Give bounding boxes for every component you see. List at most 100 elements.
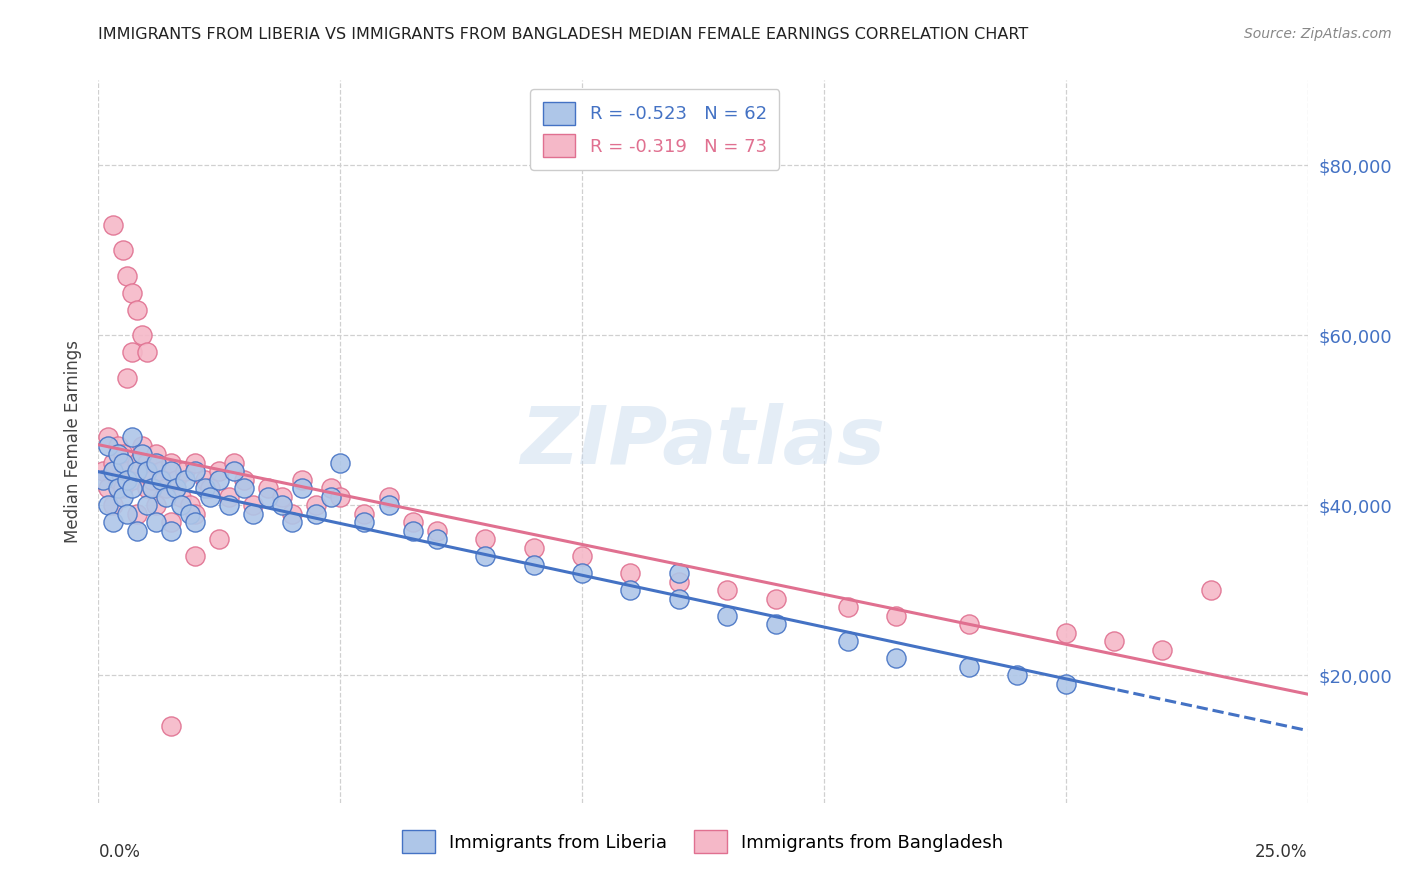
Point [111, 456, 134, 470]
Point [222, 456, 245, 470]
Point [97, 430, 120, 444]
Point [668, 566, 690, 581]
Point [886, 651, 908, 665]
Point [117, 473, 139, 487]
Point [127, 456, 149, 470]
Point [837, 634, 859, 648]
Point [169, 498, 191, 512]
Point [121, 473, 143, 487]
Point [150, 464, 173, 478]
Point [571, 549, 593, 564]
Point [155, 490, 177, 504]
Point [91, 473, 114, 487]
Point [135, 456, 157, 470]
Point [716, 608, 738, 623]
Point [97, 439, 120, 453]
Y-axis label: Median Female Earnings: Median Female Earnings [65, 340, 83, 543]
Point [121, 285, 143, 300]
Point [184, 456, 207, 470]
Point [353, 516, 375, 530]
Point [523, 558, 546, 572]
Point [1152, 642, 1174, 657]
Point [256, 490, 278, 504]
Point [198, 481, 221, 495]
Point [174, 464, 197, 478]
Point [107, 447, 129, 461]
Point [135, 498, 157, 512]
Point [174, 473, 197, 487]
Point [319, 490, 342, 504]
Point [111, 481, 134, 495]
Point [619, 583, 641, 598]
Point [329, 456, 352, 470]
Point [121, 345, 143, 359]
Point [160, 524, 183, 538]
Point [135, 345, 157, 359]
Point [271, 490, 294, 504]
Point [1007, 668, 1029, 682]
Point [194, 473, 217, 487]
Point [117, 268, 139, 283]
Point [1199, 583, 1222, 598]
Point [208, 533, 231, 547]
Point [571, 566, 593, 581]
Point [716, 583, 738, 598]
Point [426, 524, 449, 538]
Text: IMMIGRANTS FROM LIBERIA VS IMMIGRANTS FROM BANGLADESH MEDIAN FEMALE EARNINGS COR: IMMIGRANTS FROM LIBERIA VS IMMIGRANTS FR… [98, 27, 1029, 42]
Point [198, 490, 221, 504]
Point [111, 244, 134, 258]
Point [165, 473, 187, 487]
Point [765, 617, 787, 632]
Point [1054, 625, 1077, 640]
Point [353, 507, 375, 521]
Point [1102, 634, 1125, 648]
Point [101, 218, 124, 232]
Point [135, 464, 157, 478]
Point [111, 490, 134, 504]
Point [97, 481, 120, 495]
Point [141, 473, 163, 487]
Point [121, 430, 143, 444]
Point [765, 591, 787, 606]
Point [668, 591, 690, 606]
Point [218, 490, 240, 504]
Point [523, 541, 546, 555]
Point [194, 481, 217, 495]
Point [160, 719, 183, 733]
Point [117, 371, 139, 385]
Point [127, 524, 149, 538]
Point [208, 473, 231, 487]
Legend: Immigrants from Liberia, Immigrants from Bangladesh: Immigrants from Liberia, Immigrants from… [395, 823, 1011, 861]
Point [184, 516, 207, 530]
Point [232, 473, 254, 487]
Point [184, 549, 207, 564]
Point [101, 498, 124, 512]
Point [271, 498, 294, 512]
Point [474, 533, 496, 547]
Point [131, 439, 153, 453]
Point [290, 481, 312, 495]
Point [377, 498, 399, 512]
Point [184, 464, 207, 478]
Point [426, 533, 449, 547]
Point [179, 498, 201, 512]
Point [256, 481, 278, 495]
Point [150, 473, 173, 487]
Point [101, 464, 124, 478]
Point [329, 490, 352, 504]
Point [886, 608, 908, 623]
Point [107, 439, 129, 453]
Point [131, 447, 153, 461]
Point [957, 660, 980, 674]
Point [121, 481, 143, 495]
Point [145, 456, 167, 470]
Point [111, 447, 134, 461]
Point [208, 464, 231, 478]
Legend: R = -0.523   N = 62, R = -0.319   N = 73: R = -0.523 N = 62, R = -0.319 N = 73 [530, 89, 779, 170]
Point [101, 456, 124, 470]
Point [377, 490, 399, 504]
Point [155, 481, 177, 495]
Point [107, 473, 129, 487]
Point [402, 524, 425, 538]
Point [242, 507, 264, 521]
